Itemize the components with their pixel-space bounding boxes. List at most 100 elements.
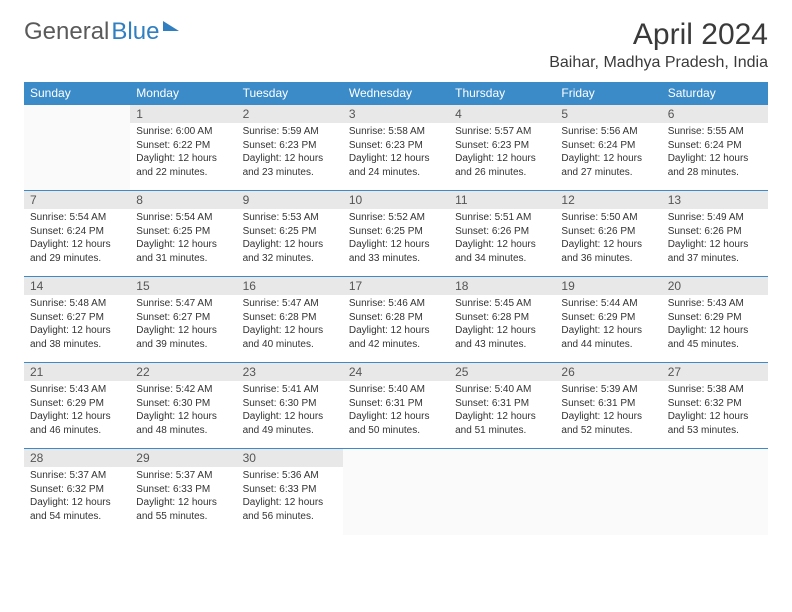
month-title: April 2024 xyxy=(549,18,768,52)
day-number: 8 xyxy=(130,191,236,209)
day-number: 20 xyxy=(662,277,768,295)
day-details: Sunrise: 5:43 AMSunset: 6:29 PMDaylight:… xyxy=(662,295,768,355)
day-number: 19 xyxy=(555,277,661,295)
day-number: 23 xyxy=(237,363,343,381)
day-details: Sunrise: 5:51 AMSunset: 6:26 PMDaylight:… xyxy=(449,209,555,269)
day-cell: 7Sunrise: 5:54 AMSunset: 6:24 PMDaylight… xyxy=(24,191,130,277)
day-details: Sunrise: 5:45 AMSunset: 6:28 PMDaylight:… xyxy=(449,295,555,355)
day-cell: 9Sunrise: 5:53 AMSunset: 6:25 PMDaylight… xyxy=(237,191,343,277)
day-details: Sunrise: 5:56 AMSunset: 6:24 PMDaylight:… xyxy=(555,123,661,183)
day-number: 14 xyxy=(24,277,130,295)
day-cell: 10Sunrise: 5:52 AMSunset: 6:25 PMDayligh… xyxy=(343,191,449,277)
day-details: Sunrise: 5:54 AMSunset: 6:25 PMDaylight:… xyxy=(130,209,236,269)
day-cell: 23Sunrise: 5:41 AMSunset: 6:30 PMDayligh… xyxy=(237,363,343,449)
day-details: Sunrise: 5:55 AMSunset: 6:24 PMDaylight:… xyxy=(662,123,768,183)
day-cell: 30Sunrise: 5:36 AMSunset: 6:33 PMDayligh… xyxy=(237,449,343,535)
calendar-page: GeneralBlue April 2024 Baihar, Madhya Pr… xyxy=(0,0,792,553)
day-details: Sunrise: 5:37 AMSunset: 6:32 PMDaylight:… xyxy=(24,467,130,527)
day-details: Sunrise: 5:54 AMSunset: 6:24 PMDaylight:… xyxy=(24,209,130,269)
weekday-header: Saturday xyxy=(662,82,768,105)
day-cell: 14Sunrise: 5:48 AMSunset: 6:27 PMDayligh… xyxy=(24,277,130,363)
day-cell: 28Sunrise: 5:37 AMSunset: 6:32 PMDayligh… xyxy=(24,449,130,535)
day-details: Sunrise: 5:37 AMSunset: 6:33 PMDaylight:… xyxy=(130,467,236,527)
day-details: Sunrise: 5:49 AMSunset: 6:26 PMDaylight:… xyxy=(662,209,768,269)
calendar-row: 14Sunrise: 5:48 AMSunset: 6:27 PMDayligh… xyxy=(24,277,768,363)
day-number: 28 xyxy=(24,449,130,467)
day-details: Sunrise: 5:47 AMSunset: 6:27 PMDaylight:… xyxy=(130,295,236,355)
day-number: 7 xyxy=(24,191,130,209)
day-number: 12 xyxy=(555,191,661,209)
day-number: 26 xyxy=(555,363,661,381)
day-number: 30 xyxy=(237,449,343,467)
day-details: Sunrise: 5:41 AMSunset: 6:30 PMDaylight:… xyxy=(237,381,343,441)
day-cell: 25Sunrise: 5:40 AMSunset: 6:31 PMDayligh… xyxy=(449,363,555,449)
brand-part1: General xyxy=(24,18,109,46)
day-cell: 29Sunrise: 5:37 AMSunset: 6:33 PMDayligh… xyxy=(130,449,236,535)
day-cell: 18Sunrise: 5:45 AMSunset: 6:28 PMDayligh… xyxy=(449,277,555,363)
empty-cell: . xyxy=(555,449,661,535)
day-details: Sunrise: 5:46 AMSunset: 6:28 PMDaylight:… xyxy=(343,295,449,355)
day-cell: 20Sunrise: 5:43 AMSunset: 6:29 PMDayligh… xyxy=(662,277,768,363)
day-number: 29 xyxy=(130,449,236,467)
weekday-header-row: SundayMondayTuesdayWednesdayThursdayFrid… xyxy=(24,82,768,105)
page-header: GeneralBlue April 2024 Baihar, Madhya Pr… xyxy=(24,18,768,72)
weekday-header: Tuesday xyxy=(237,82,343,105)
day-details: Sunrise: 5:47 AMSunset: 6:28 PMDaylight:… xyxy=(237,295,343,355)
day-number: 1 xyxy=(130,105,236,123)
day-cell: 27Sunrise: 5:38 AMSunset: 6:32 PMDayligh… xyxy=(662,363,768,449)
day-details: Sunrise: 5:59 AMSunset: 6:23 PMDaylight:… xyxy=(237,123,343,183)
day-details: Sunrise: 5:40 AMSunset: 6:31 PMDaylight:… xyxy=(343,381,449,441)
day-cell: 5Sunrise: 5:56 AMSunset: 6:24 PMDaylight… xyxy=(555,105,661,191)
day-details: Sunrise: 5:50 AMSunset: 6:26 PMDaylight:… xyxy=(555,209,661,269)
day-details: Sunrise: 5:39 AMSunset: 6:31 PMDaylight:… xyxy=(555,381,661,441)
weekday-header: Friday xyxy=(555,82,661,105)
day-number: 17 xyxy=(343,277,449,295)
calendar-row: 28Sunrise: 5:37 AMSunset: 6:32 PMDayligh… xyxy=(24,449,768,535)
calendar-body: . 1Sunrise: 6:00 AMSunset: 6:22 PMDayligh… xyxy=(24,105,768,535)
day-details: Sunrise: 5:42 AMSunset: 6:30 PMDaylight:… xyxy=(130,381,236,441)
day-number: 21 xyxy=(24,363,130,381)
day-cell: 1Sunrise: 6:00 AMSunset: 6:22 PMDaylight… xyxy=(130,105,236,191)
calendar-row: .1Sunrise: 6:00 AMSunset: 6:22 PMDayligh… xyxy=(24,105,768,191)
day-details: Sunrise: 5:40 AMSunset: 6:31 PMDaylight:… xyxy=(449,381,555,441)
day-cell: 24Sunrise: 5:40 AMSunset: 6:31 PMDayligh… xyxy=(343,363,449,449)
day-cell: 16Sunrise: 5:47 AMSunset: 6:28 PMDayligh… xyxy=(237,277,343,363)
empty-cell: . xyxy=(343,449,449,535)
day-details: Sunrise: 5:36 AMSunset: 6:33 PMDaylight:… xyxy=(237,467,343,527)
day-number: 3 xyxy=(343,105,449,123)
empty-cell: . xyxy=(662,449,768,535)
day-cell: 2Sunrise: 5:59 AMSunset: 6:23 PMDaylight… xyxy=(237,105,343,191)
day-number: 2 xyxy=(237,105,343,123)
day-cell: 19Sunrise: 5:44 AMSunset: 6:29 PMDayligh… xyxy=(555,277,661,363)
day-cell: 11Sunrise: 5:51 AMSunset: 6:26 PMDayligh… xyxy=(449,191,555,277)
weekday-header: Wednesday xyxy=(343,82,449,105)
brand-logo: GeneralBlue xyxy=(24,18,179,46)
location-subtitle: Baihar, Madhya Pradesh, India xyxy=(549,54,768,72)
day-details: Sunrise: 5:52 AMSunset: 6:25 PMDaylight:… xyxy=(343,209,449,269)
day-number: 18 xyxy=(449,277,555,295)
weekday-header: Sunday xyxy=(24,82,130,105)
day-cell: 6Sunrise: 5:55 AMSunset: 6:24 PMDaylight… xyxy=(662,105,768,191)
day-number: 9 xyxy=(237,191,343,209)
weekday-header: Monday xyxy=(130,82,236,105)
day-number: 25 xyxy=(449,363,555,381)
weekday-header: Thursday xyxy=(449,82,555,105)
calendar-row: 7Sunrise: 5:54 AMSunset: 6:24 PMDaylight… xyxy=(24,191,768,277)
day-number: 24 xyxy=(343,363,449,381)
day-cell: 4Sunrise: 5:57 AMSunset: 6:23 PMDaylight… xyxy=(449,105,555,191)
empty-cell: . xyxy=(449,449,555,535)
day-cell: 21Sunrise: 5:43 AMSunset: 6:29 PMDayligh… xyxy=(24,363,130,449)
day-details: Sunrise: 5:57 AMSunset: 6:23 PMDaylight:… xyxy=(449,123,555,183)
day-cell: 17Sunrise: 5:46 AMSunset: 6:28 PMDayligh… xyxy=(343,277,449,363)
calendar-row: 21Sunrise: 5:43 AMSunset: 6:29 PMDayligh… xyxy=(24,363,768,449)
day-details: Sunrise: 6:00 AMSunset: 6:22 PMDaylight:… xyxy=(130,123,236,183)
day-number: 11 xyxy=(449,191,555,209)
day-number: 4 xyxy=(449,105,555,123)
day-number: 5 xyxy=(555,105,661,123)
day-number: 22 xyxy=(130,363,236,381)
day-cell: 22Sunrise: 5:42 AMSunset: 6:30 PMDayligh… xyxy=(130,363,236,449)
day-cell: 26Sunrise: 5:39 AMSunset: 6:31 PMDayligh… xyxy=(555,363,661,449)
day-cell: 13Sunrise: 5:49 AMSunset: 6:26 PMDayligh… xyxy=(662,191,768,277)
day-cell: 8Sunrise: 5:54 AMSunset: 6:25 PMDaylight… xyxy=(130,191,236,277)
calendar-table: SundayMondayTuesdayWednesdayThursdayFrid… xyxy=(24,82,768,535)
